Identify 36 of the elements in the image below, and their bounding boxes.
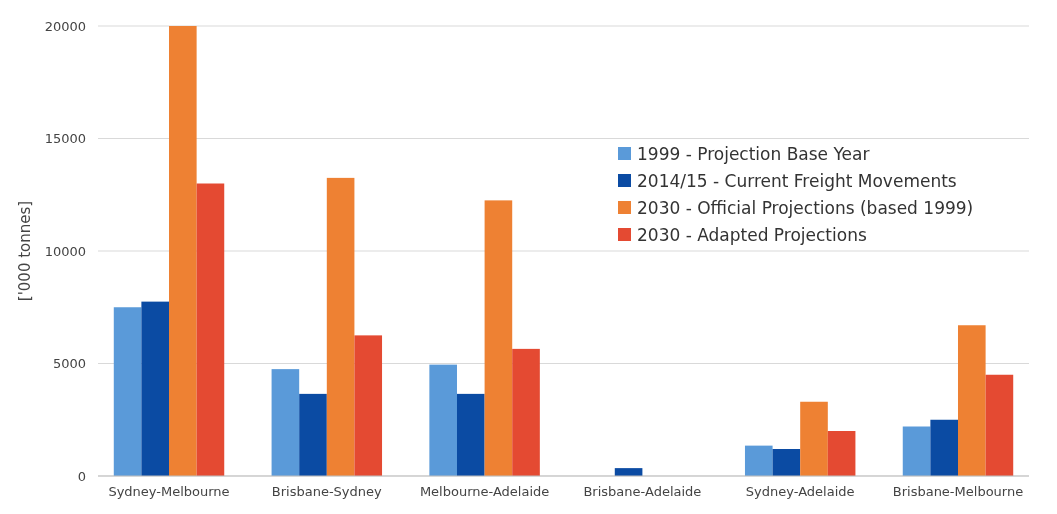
bar [113, 307, 142, 476]
bar [800, 401, 828, 476]
bar [354, 335, 383, 476]
bar [141, 301, 170, 476]
bar [985, 374, 1014, 476]
bar [326, 177, 355, 476]
bar [299, 393, 327, 476]
x-tick-label: Brisbane-Sydney [271, 484, 383, 499]
bar [429, 364, 457, 476]
y-tick-label: 20000 [44, 18, 86, 34]
bar [512, 348, 540, 476]
x-tick-label: Sydney-Melbourne [108, 484, 230, 499]
legend-label: 2030 - Official Projections (based 1999) [637, 197, 974, 218]
bar [827, 431, 856, 476]
bar [930, 419, 958, 476]
legend-label: 1999 - Projection Base Year [637, 143, 870, 164]
y-tick-label: 10000 [44, 243, 86, 259]
bar [744, 445, 773, 476]
x-tick-label: Brisbane-Melbourne [892, 484, 1024, 499]
y-tick-label: 15000 [44, 131, 86, 147]
y-tick-label: 5000 [52, 356, 86, 372]
bar [169, 26, 197, 476]
x-tick-label: Sydney-Adelaide [745, 484, 855, 499]
bar [456, 393, 485, 476]
x-tick-label: Brisbane-Adelaide [583, 484, 702, 499]
y-tick-label: 0 [77, 468, 86, 484]
bar [271, 369, 300, 476]
bar [957, 325, 986, 476]
bar [484, 200, 513, 476]
y-axis-title: ['000 tonnes] [16, 200, 34, 302]
bar [196, 183, 225, 476]
x-tick-label: Melbourne-Adelaide [419, 484, 550, 499]
legend-label: 2014/15 - Current Freight Movements [637, 170, 957, 191]
bar [772, 449, 801, 476]
bar [902, 426, 931, 476]
legend-label: 2030 - Adapted Projections [637, 224, 867, 245]
